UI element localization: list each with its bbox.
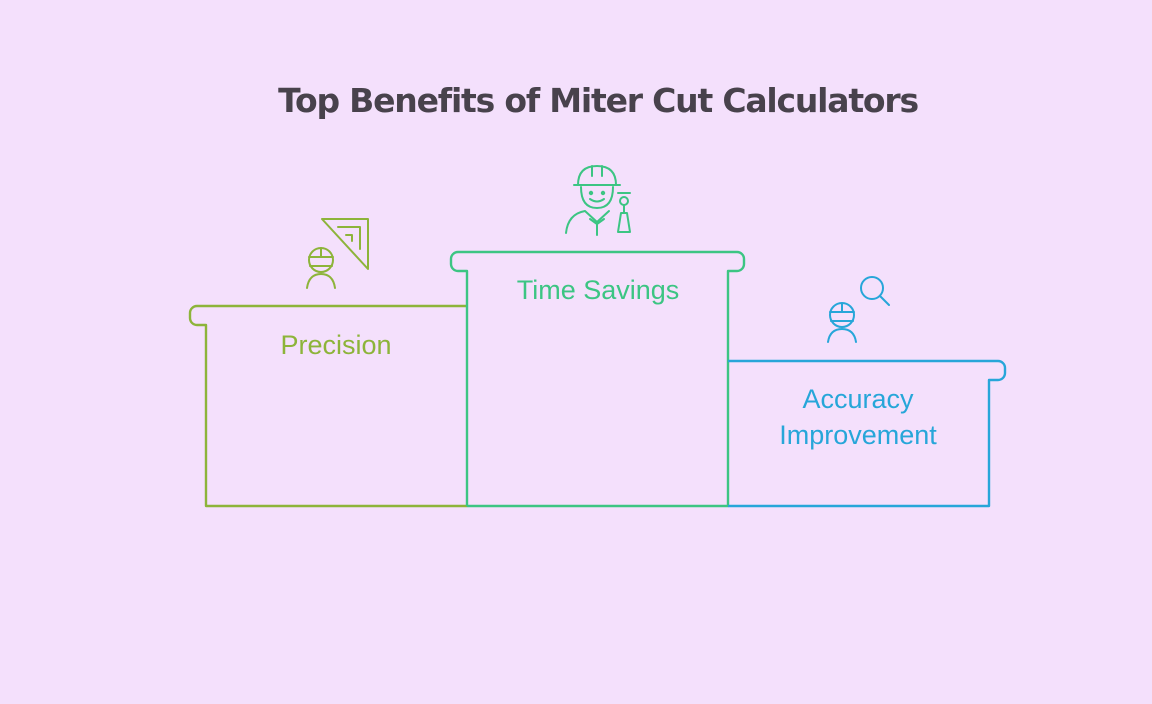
label-precision: Precision [280,330,391,360]
worker-with-set-square-icon [306,218,369,289]
worker-with-trophy-icon [565,165,631,236]
diagram-title: Top Benefits of Miter Cut Calculators [278,81,919,120]
label-accuracy-line-2: Improvement [779,420,937,450]
label-accuracy-line-1: Accuracy [802,384,914,414]
podium-block-time-savings [449,250,746,508]
worker-with-magnifier-icon [827,276,890,343]
label-time-savings: Time Savings [517,275,680,305]
podium-block-precision [188,304,467,508]
podium-block-accuracy-improvement [728,359,1007,508]
